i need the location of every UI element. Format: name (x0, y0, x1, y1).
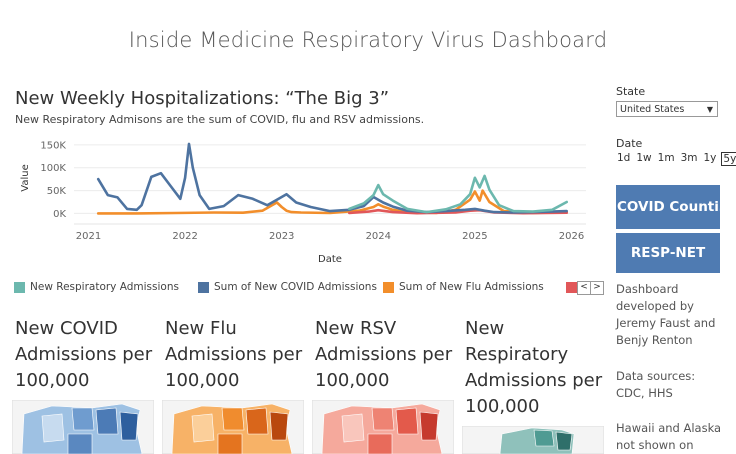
panel-resp-title-line: 100,000 (465, 396, 540, 417)
panel-resp-title-line: Respiratory (465, 344, 569, 365)
y-tick-label: 50K (47, 186, 67, 197)
rsv-us-map[interactable] (312, 400, 454, 454)
covid-counties-button[interactable]: COVID Counti… (616, 185, 720, 229)
legend-prev-button[interactable]: < (577, 281, 591, 295)
series-line-sum-of-new-flu-admissions (96, 189, 568, 215)
state-dropdown[interactable]: United States ▼ (616, 101, 718, 117)
state-filter-label: State (616, 85, 646, 98)
legend-swatch-respiratory (14, 281, 25, 293)
legend-next-button[interactable]: > (590, 281, 604, 295)
x-tick-label: 2021 (76, 231, 101, 242)
panel-rsv-title-line: 100,000 (315, 370, 390, 391)
series-line-sum-of-new-covid-admissions (96, 142, 568, 214)
panel-covid-title-line: Admissions per (15, 344, 153, 365)
legend-item-flu[interactable]: Sum of New Flu Admissions (383, 281, 544, 293)
y-axis-title: Value (20, 164, 31, 191)
data-sources-text: Data sources: CDC, HHS (616, 369, 696, 400)
x-tick-label: 2024 (366, 231, 391, 242)
y-tick-label: 0K (53, 209, 66, 220)
panel-flu-title: New Flu Admissions per 100,000 (165, 316, 302, 394)
panel-rsv-title-line: Admissions per (315, 344, 453, 365)
y-tick-label: 150K (40, 140, 66, 151)
panel-respiratory-title: New Respiratory Admissions per 100,000 (465, 316, 602, 420)
panel-flu-title-line: New Flu (165, 318, 237, 339)
credits-text: Dashboard developed by Jeremy Faust and … (616, 282, 716, 347)
date-option-1y[interactable]: 1y (703, 152, 717, 164)
map-note-text: Hawaii and Alaska not shown on (616, 421, 722, 452)
panel-rsv-title: New RSV Admissions per 100,000 (315, 316, 452, 394)
panel-flu-title-line: 100,000 (165, 370, 240, 391)
panel-flu-title-line: Admissions per (165, 344, 303, 365)
covid-us-map[interactable] (12, 400, 154, 454)
respiratory-us-map[interactable] (462, 426, 604, 454)
y-tick-label: 100K (40, 163, 66, 174)
date-range-selector: 1d 1w 1m 3m 1y 5y (616, 152, 736, 166)
date-option-3m[interactable]: 3m (680, 152, 698, 164)
date-option-1w[interactable]: 1w (636, 152, 652, 164)
dropdown-caret-icon: ▼ (706, 105, 713, 114)
hospitalizations-line-chart[interactable]: 150K 100K 50K 0K 2021 2022 2023 2024 2025 2026 Dat… (14, 134, 604, 266)
date-option-5y[interactable]: 5y (721, 152, 736, 166)
resp-net-button[interactable]: RESP-NET (616, 233, 720, 273)
date-option-1m[interactable]: 1m (657, 152, 675, 164)
x-tick-label: 2025 (462, 231, 487, 242)
legend-swatch-flu (383, 281, 394, 293)
panel-covid-title-line: 100,000 (15, 370, 90, 391)
legend-swatch-covid (198, 281, 209, 293)
chart-subtitle: New Respiratory Admisons are the sum of … (15, 113, 425, 126)
legend-swatch-rsv[interactable] (566, 282, 577, 293)
legend-label-covid: Sum of New COVID Admissions (214, 281, 377, 293)
panel-covid-title-line: New COVID (15, 318, 118, 339)
x-tick-label: 2023 (269, 231, 294, 242)
chart-legend: New Respiratory Admissions Sum of New CO… (14, 281, 606, 297)
legend-label-respiratory: New Respiratory Admissions (30, 281, 179, 293)
panel-resp-title-line: New (465, 318, 505, 339)
series-line-new-respiratory-admissions (348, 174, 568, 214)
date-option-1d[interactable]: 1d (617, 152, 631, 164)
legend-item-covid[interactable]: Sum of New COVID Admissions (198, 281, 377, 293)
panel-resp-title-line: Admissions per (465, 370, 603, 391)
x-tick-label: 2026 (559, 231, 584, 242)
legend-label-flu: Sum of New Flu Admissions (399, 281, 544, 293)
panel-rsv-title-line: New RSV (315, 318, 397, 339)
date-filter-label: Date (616, 137, 643, 150)
chart-title: New Weekly Hospitalizations: “The Big 3” (15, 88, 390, 109)
state-dropdown-value: United States (620, 104, 685, 115)
x-axis-title: Date (318, 254, 342, 265)
legend-item-respiratory[interactable]: New Respiratory Admissions (14, 281, 179, 293)
flu-us-map[interactable] (162, 400, 304, 454)
x-tick-label: 2022 (172, 231, 197, 242)
panel-covid-title: New COVID Admissions per 100,000 (15, 316, 152, 394)
dashboard-title: Inside Medicine Respiratory Virus Dashbo… (128, 28, 608, 52)
